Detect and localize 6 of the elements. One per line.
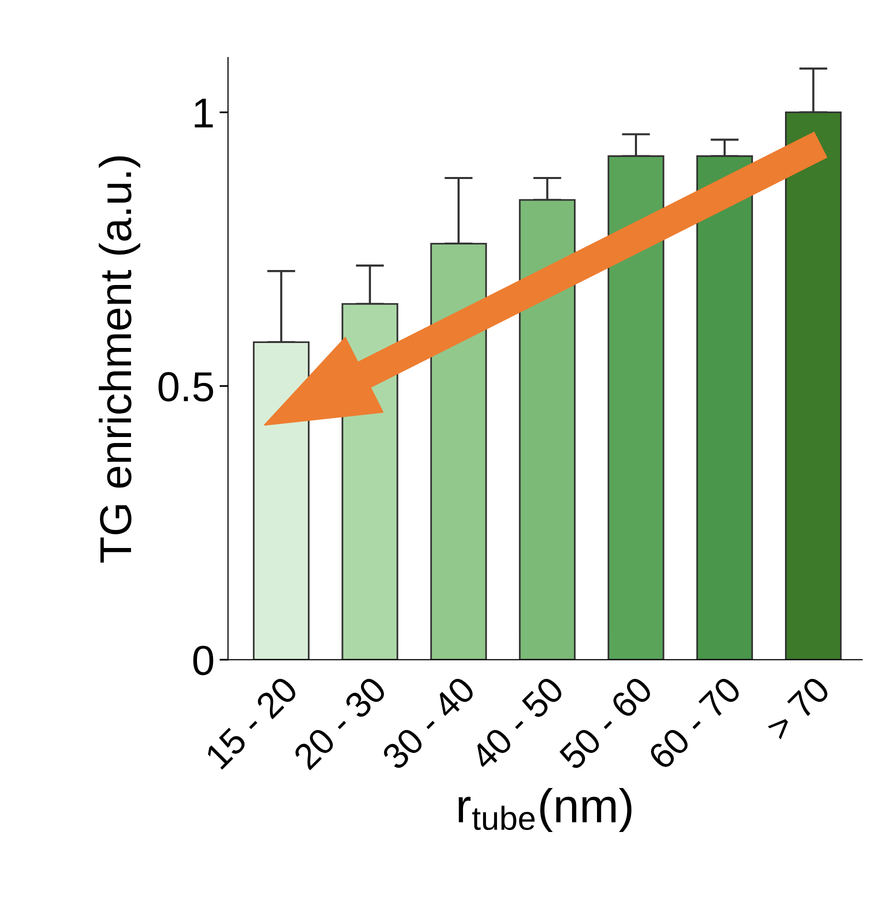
y-axis-title: TG enrichment (a.u.) <box>98 156 140 563</box>
y-tick-label: 0 <box>193 646 214 676</box>
y-tick-label: 0.5 <box>158 372 214 402</box>
x-axis-title: r$_{tube}$(nm) <box>458 788 632 832</box>
y-tick-label: 1 <box>194 98 213 128</box>
x-tick-label: > 70 <box>764 675 832 742</box>
